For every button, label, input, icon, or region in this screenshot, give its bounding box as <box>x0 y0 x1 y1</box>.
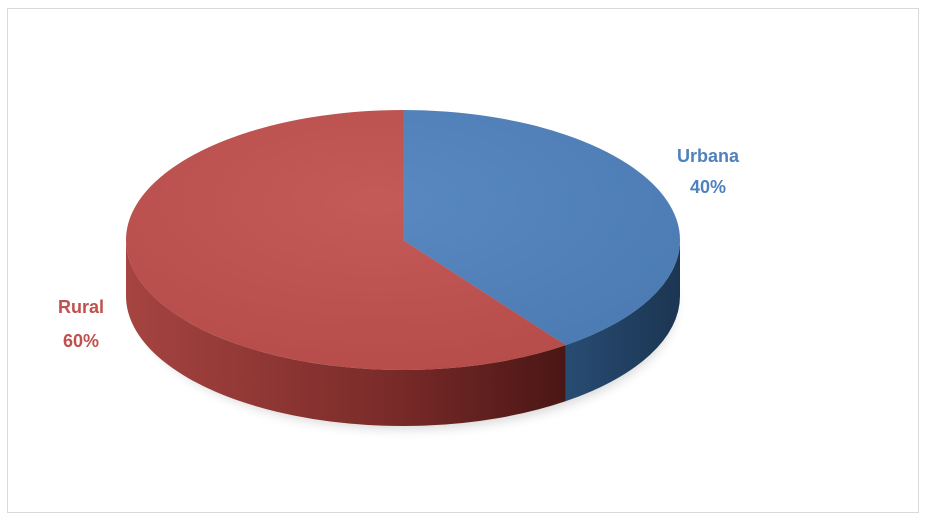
slice-label-urbana-value: 40% <box>690 177 726 197</box>
slice-label-rural-value: 60% <box>63 331 99 351</box>
pie-side-rural <box>126 240 566 426</box>
pie-top-shade <box>126 110 680 370</box>
slice-label-rural-name: Rural <box>58 297 104 317</box>
pie-side-urbana <box>565 240 680 402</box>
slice-label-urbana-name: Urbana <box>677 146 740 166</box>
